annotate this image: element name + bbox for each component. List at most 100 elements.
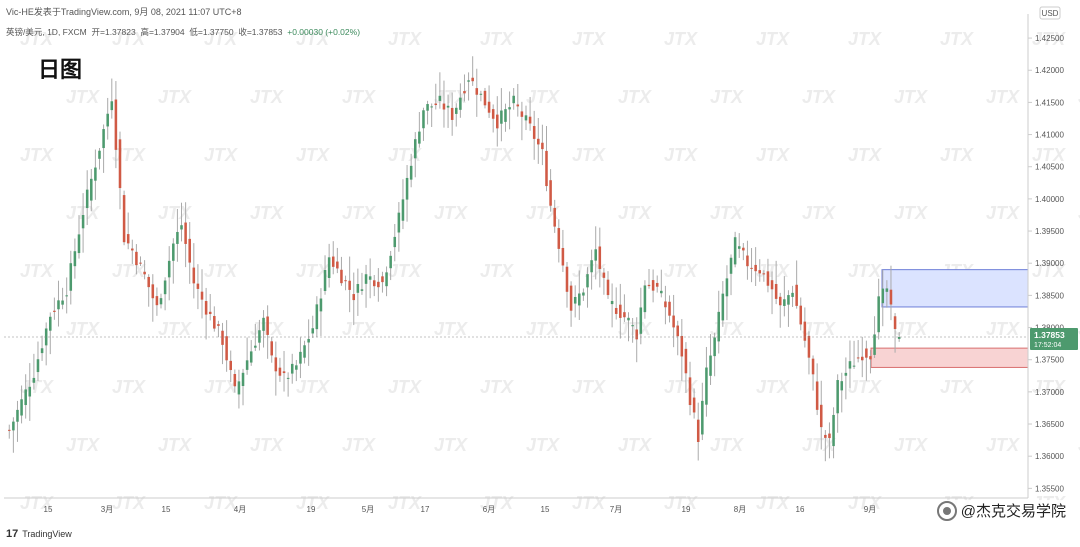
- candle-body: [282, 371, 286, 374]
- candle-body: [36, 359, 40, 373]
- candle-body: [643, 285, 647, 313]
- candle-body: [311, 328, 315, 334]
- price-tick-label: 1.36000: [1035, 452, 1064, 461]
- candle-body: [405, 177, 409, 200]
- candle-body: [725, 278, 729, 297]
- candle-body: [627, 317, 630, 321]
- candle-body: [819, 404, 823, 428]
- watermark-text: JTX: [480, 145, 514, 165]
- candle-body: [520, 111, 524, 117]
- candle-body: [787, 295, 790, 305]
- watermark-text: JTX: [434, 203, 468, 223]
- candle-body: [28, 386, 32, 397]
- candle-body: [245, 360, 249, 370]
- candle-body: [176, 231, 179, 244]
- watermark-text: JTX: [342, 435, 376, 455]
- watermark-text: JTX: [158, 435, 192, 455]
- candle-body: [159, 298, 163, 305]
- watermark-text: JTX: [848, 145, 882, 165]
- candle-body: [586, 274, 589, 288]
- watermark-text: JTX: [1078, 319, 1080, 339]
- candle-body: [217, 324, 220, 326]
- candle-body: [131, 248, 134, 251]
- candle-body: [623, 312, 626, 318]
- candle-body: [204, 301, 208, 315]
- candle-body: [602, 272, 606, 278]
- watermark-text: JTX: [756, 493, 790, 513]
- watermark-text: JTX: [572, 261, 606, 281]
- open-value: 开=1.37823: [91, 27, 136, 37]
- candle-body: [668, 301, 671, 316]
- candle-body: [594, 249, 597, 261]
- watermark-text: JTX: [618, 319, 652, 339]
- candle-body: [524, 115, 528, 121]
- candle-body: [20, 399, 23, 416]
- candle-body: [705, 367, 708, 405]
- watermark-text: JTX: [894, 203, 928, 223]
- candles-layer: [8, 56, 901, 462]
- time-tick-label: 9月: [864, 505, 876, 514]
- candle-body: [676, 325, 679, 337]
- candle-body: [200, 291, 204, 300]
- candle-body: [315, 304, 319, 330]
- watermark-text: JTX: [894, 435, 928, 455]
- support-resistance-zones: [870, 269, 1029, 368]
- price-tick-label: 1.40500: [1035, 163, 1064, 172]
- tradingview-brand: TradingView: [22, 529, 72, 539]
- candle-body: [746, 255, 749, 267]
- candle-body: [290, 363, 294, 374]
- tradingview-logo[interactable]: 17 TradingView: [6, 528, 72, 540]
- candle-body: [336, 261, 339, 269]
- watermark-text: JTX: [940, 377, 974, 397]
- candle-body: [557, 228, 561, 249]
- candle-body: [815, 381, 819, 410]
- candle-body: [135, 251, 138, 266]
- price-tick-label: 1.42000: [1035, 66, 1064, 75]
- watermark-text: JTX: [526, 87, 560, 107]
- candle-body: [229, 360, 232, 371]
- timeframe-title: 日图: [38, 57, 83, 82]
- candle-body: [180, 225, 183, 230]
- watermark-text: JTX: [434, 435, 468, 455]
- candle-body: [438, 95, 442, 101]
- watermark-text: JTX: [986, 203, 1020, 223]
- candle-body: [213, 315, 216, 329]
- candle-body: [545, 150, 548, 187]
- watermark-text: JTX: [894, 319, 928, 339]
- time-tick-label: 15: [44, 505, 53, 514]
- watermark-text: JTX: [250, 435, 284, 455]
- tradingview-mark-icon: 17: [6, 528, 19, 540]
- watermark-text: JTX: [20, 261, 54, 281]
- price-tick-label: 1.39000: [1035, 259, 1064, 268]
- watermark-text: JTX: [894, 87, 928, 107]
- candle-body: [32, 377, 36, 383]
- candle-body: [299, 351, 302, 364]
- candle-body: [85, 189, 89, 209]
- candle-body: [16, 409, 19, 422]
- candle-body: [660, 290, 663, 294]
- candle-body: [393, 236, 397, 248]
- time-tick-label: 17: [421, 505, 430, 514]
- watermark-text: JTX: [480, 377, 514, 397]
- price-tick-label: 1.37000: [1035, 388, 1064, 397]
- candle-body: [565, 266, 569, 292]
- candle-body: [877, 296, 880, 333]
- candle-body: [860, 356, 864, 361]
- watermark-text: JTX: [986, 435, 1020, 455]
- candle-body: [639, 307, 643, 334]
- candle-body: [852, 365, 856, 367]
- high-value: 高=1.37904: [140, 27, 185, 37]
- candle-body: [573, 296, 577, 304]
- candle-body: [65, 295, 68, 297]
- candle-body: [409, 165, 413, 180]
- watermark-text: JTX: [250, 203, 284, 223]
- candle-body: [869, 356, 872, 360]
- candle-body: [446, 105, 450, 108]
- candle-body: [840, 381, 844, 391]
- candle-body: [331, 256, 335, 267]
- candle-body: [151, 284, 155, 299]
- watermark-text: JTX: [20, 145, 54, 165]
- time-tick-label: 19: [682, 505, 691, 514]
- watermark-text: JTX: [1032, 29, 1066, 49]
- last-price-countdown: 17:52:04: [1034, 342, 1061, 349]
